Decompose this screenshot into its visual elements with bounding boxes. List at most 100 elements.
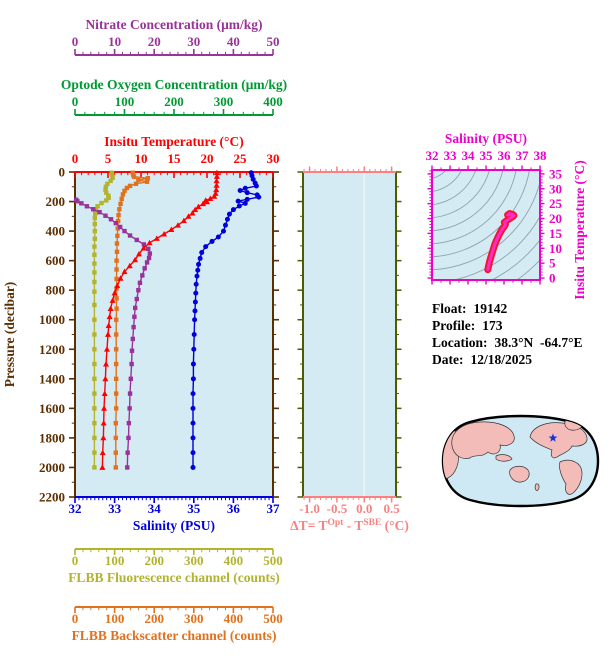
salinity-profile-marker bbox=[192, 317, 198, 323]
map-landmasses bbox=[443, 418, 588, 495]
fluorescence-profile-marker bbox=[92, 211, 98, 216]
fluorescence-profile bbox=[92, 170, 115, 470]
backscatter-profile-marker bbox=[113, 465, 118, 470]
ts-salinity-tick-label: 38 bbox=[534, 148, 548, 163]
fluorescence-profile-marker bbox=[106, 195, 111, 201]
fluorescence-profile-marker bbox=[103, 184, 109, 189]
salinity-profile-marker bbox=[253, 183, 259, 189]
salinity-profile bbox=[190, 170, 262, 470]
temperature-profile-marker bbox=[207, 195, 214, 201]
fluorescence-profile-marker bbox=[92, 221, 97, 227]
nitrate-profile-marker bbox=[134, 237, 139, 243]
ts-temperature-tick-label: 15 bbox=[549, 226, 563, 241]
salinity-profile-marker bbox=[250, 176, 256, 182]
salinity-profile-marker bbox=[230, 207, 236, 213]
salinity-profile-marker bbox=[190, 464, 196, 470]
backscatter-profile-marker bbox=[136, 177, 141, 183]
temperature-profile-marker bbox=[101, 405, 108, 411]
fluorescence-tick-label: 200 bbox=[144, 553, 164, 568]
delta-t-tick-label: 0.0 bbox=[356, 501, 372, 516]
salinity-tick-label: 32 bbox=[69, 501, 82, 516]
ts-temperature-tick-label: 25 bbox=[549, 196, 563, 211]
backscatter-profile-marker bbox=[115, 233, 120, 239]
landmass-north-america bbox=[529, 422, 588, 459]
temperature-profile-marker bbox=[106, 313, 113, 320]
backscatter-profile-marker bbox=[114, 267, 119, 272]
temperature-tick-label: 10 bbox=[135, 151, 148, 166]
salinity-tick-label: 33 bbox=[108, 501, 122, 516]
backscatter-profile-marker bbox=[122, 188, 127, 194]
nitrate-profile-marker bbox=[122, 228, 127, 234]
salinity-profile-marker bbox=[242, 185, 248, 191]
temperature-profile-marker bbox=[102, 375, 109, 382]
temperature-profile-marker bbox=[189, 209, 196, 216]
nitrate-profile-marker bbox=[129, 348, 135, 353]
temperature-profile-marker bbox=[111, 290, 118, 296]
nitrate-profile-marker bbox=[128, 376, 134, 382]
temperature-profile-marker bbox=[101, 390, 108, 396]
temperature-profile-marker bbox=[213, 177, 220, 184]
fluorescence-profile-marker bbox=[92, 261, 97, 266]
oxygen-tick-label: 100 bbox=[115, 94, 135, 109]
pressure-axis-title: Pressure (decibar) bbox=[2, 282, 17, 388]
salinity-profile-marker bbox=[256, 194, 262, 200]
fluorescence-tick-label: 0 bbox=[72, 553, 79, 568]
backscatter-profile-marker bbox=[114, 306, 119, 311]
pressure-tick-label: 1800 bbox=[39, 430, 65, 445]
fluorescence-profile-marker bbox=[92, 252, 97, 257]
fluorescence-profile-marker bbox=[104, 198, 109, 203]
pressure-tick-label: 200 bbox=[46, 194, 66, 209]
nitrate-profile-marker bbox=[127, 391, 133, 396]
nitrate-tick-label: 0 bbox=[72, 34, 79, 49]
pressure-tick-label: 2000 bbox=[39, 460, 65, 475]
float-value: 19142 bbox=[473, 301, 508, 316]
delta-t-tick-label: -1.0 bbox=[299, 501, 320, 516]
backscatter-profile-marker bbox=[118, 201, 123, 207]
fluorescence-profile-marker bbox=[92, 347, 97, 352]
ts-salinity-axis-title: Salinity (PSU) bbox=[445, 131, 527, 146]
temperature-tick-label: 0 bbox=[72, 151, 79, 166]
backscatter-profile-marker bbox=[144, 179, 150, 184]
ts-salinity-tick-label: 35 bbox=[480, 148, 494, 163]
nitrate-profile-marker bbox=[140, 273, 145, 278]
nitrate-profile-marker bbox=[137, 280, 143, 285]
main-profile-plot: 0200400600800100012001400160018002000220… bbox=[2, 17, 287, 643]
temperature-tick-label: 20 bbox=[201, 151, 214, 166]
salinity-profile-marker bbox=[192, 299, 198, 305]
backscatter-profile-marker bbox=[114, 241, 120, 246]
pressure-tick-label: 1200 bbox=[39, 342, 65, 357]
oxygen-tick-label: 200 bbox=[164, 94, 184, 109]
temperature-tick-label: 25 bbox=[234, 151, 248, 166]
salinity-profile-marker bbox=[244, 196, 250, 202]
date-label: Date: bbox=[432, 352, 464, 367]
temperature-profile-marker bbox=[213, 173, 220, 179]
salinity-profile-marker bbox=[190, 450, 196, 456]
fluorescence-profile-marker bbox=[92, 435, 97, 441]
ts-temperature-tick-label: 35 bbox=[549, 166, 563, 181]
temperature-profile-marker bbox=[105, 331, 111, 337]
nitrate-profile-marker bbox=[130, 336, 136, 342]
pressure-tick-label: 400 bbox=[46, 224, 66, 239]
temperature-profile-marker bbox=[213, 182, 220, 188]
temperature-tick-label: 15 bbox=[168, 151, 182, 166]
nitrate-profile-marker bbox=[103, 213, 108, 218]
nitrate-profile-marker bbox=[75, 199, 80, 204]
temperature-profile-marker bbox=[213, 169, 220, 176]
profile-row: Profile: 173 bbox=[432, 317, 583, 334]
fluorescence-profile-marker bbox=[92, 215, 97, 221]
temperature-profile bbox=[99, 169, 220, 470]
fluorescence-profile-marker bbox=[105, 181, 110, 187]
location-label: Location: bbox=[432, 335, 488, 350]
nitrate-profile bbox=[73, 197, 153, 470]
pressure-tick-label: 600 bbox=[46, 253, 66, 268]
ts-temperature-axis-title: Insitu Temperature (°C) bbox=[572, 160, 587, 299]
temperature-profile-marker bbox=[99, 464, 106, 470]
float-location-star bbox=[548, 433, 558, 442]
backscatter-profile-marker bbox=[113, 435, 118, 441]
temperature-profile-marker bbox=[100, 434, 107, 441]
temperature-profile-marker bbox=[107, 305, 114, 312]
fluorescence-profile-marker bbox=[92, 228, 97, 234]
temperature-tick-label: 5 bbox=[105, 151, 112, 166]
backscatter-profile-marker bbox=[119, 196, 124, 202]
